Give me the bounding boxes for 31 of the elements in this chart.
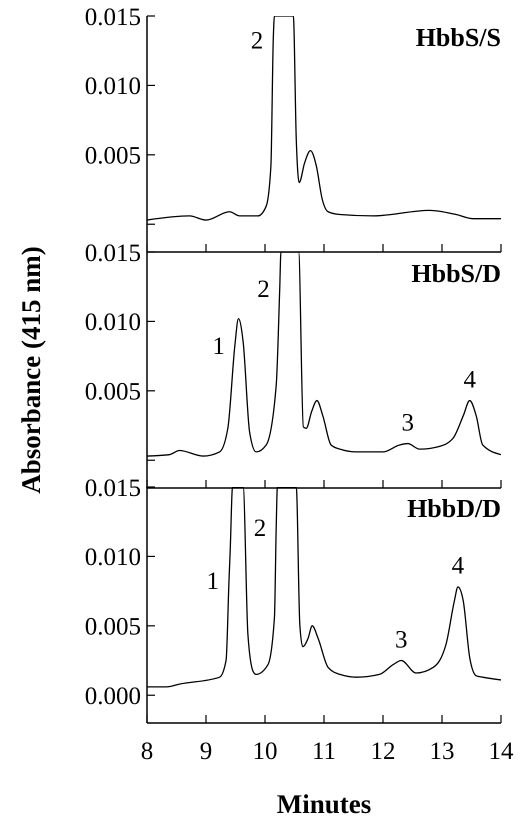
- annotation: 2: [250, 27, 264, 54]
- y-tick-label: 0.000: [84, 682, 141, 710]
- annotation: 4: [463, 366, 476, 394]
- y-tick-label: 0.005: [84, 378, 141, 406]
- x-tick-label: 8: [140, 738, 154, 765]
- annotation: 3: [402, 409, 414, 436]
- y-tick-label: 0.005: [84, 142, 141, 170]
- chart-title: HbbS/S: [416, 23, 501, 52]
- x-tick-label: 12: [370, 738, 396, 765]
- x-tick-label: 14: [488, 738, 514, 765]
- annotation: 1: [212, 332, 225, 360]
- x-tick-label: 10: [252, 738, 278, 765]
- x-tick-label: 9: [200, 738, 212, 765]
- y-tick-label: 0.005: [84, 614, 141, 641]
- annotation: 2: [257, 276, 270, 303]
- annotation: 3: [395, 626, 408, 654]
- x-tick-label: 13: [430, 738, 454, 765]
- x-tick-label: 11: [312, 738, 336, 765]
- y-tick-label: 0.010: [84, 309, 141, 336]
- y-tick-label: 0.010: [84, 73, 141, 100]
- x-axis-title: Minutes: [276, 789, 372, 819]
- y-axis-title: Absorbance (415 nm): [16, 246, 46, 494]
- chart-title: HbbD/D: [407, 494, 501, 523]
- annotation: 2: [254, 515, 266, 542]
- y-tick-label: 0.010: [84, 544, 141, 572]
- y-tick-label: 0.015: [84, 240, 141, 267]
- chart-title: HbbS/D: [411, 259, 501, 288]
- y-tick-label: 0.015: [84, 4, 141, 31]
- annotation: 4: [452, 552, 465, 580]
- y-tick-label: 0.015: [84, 474, 141, 502]
- annotation: 1: [206, 568, 220, 595]
